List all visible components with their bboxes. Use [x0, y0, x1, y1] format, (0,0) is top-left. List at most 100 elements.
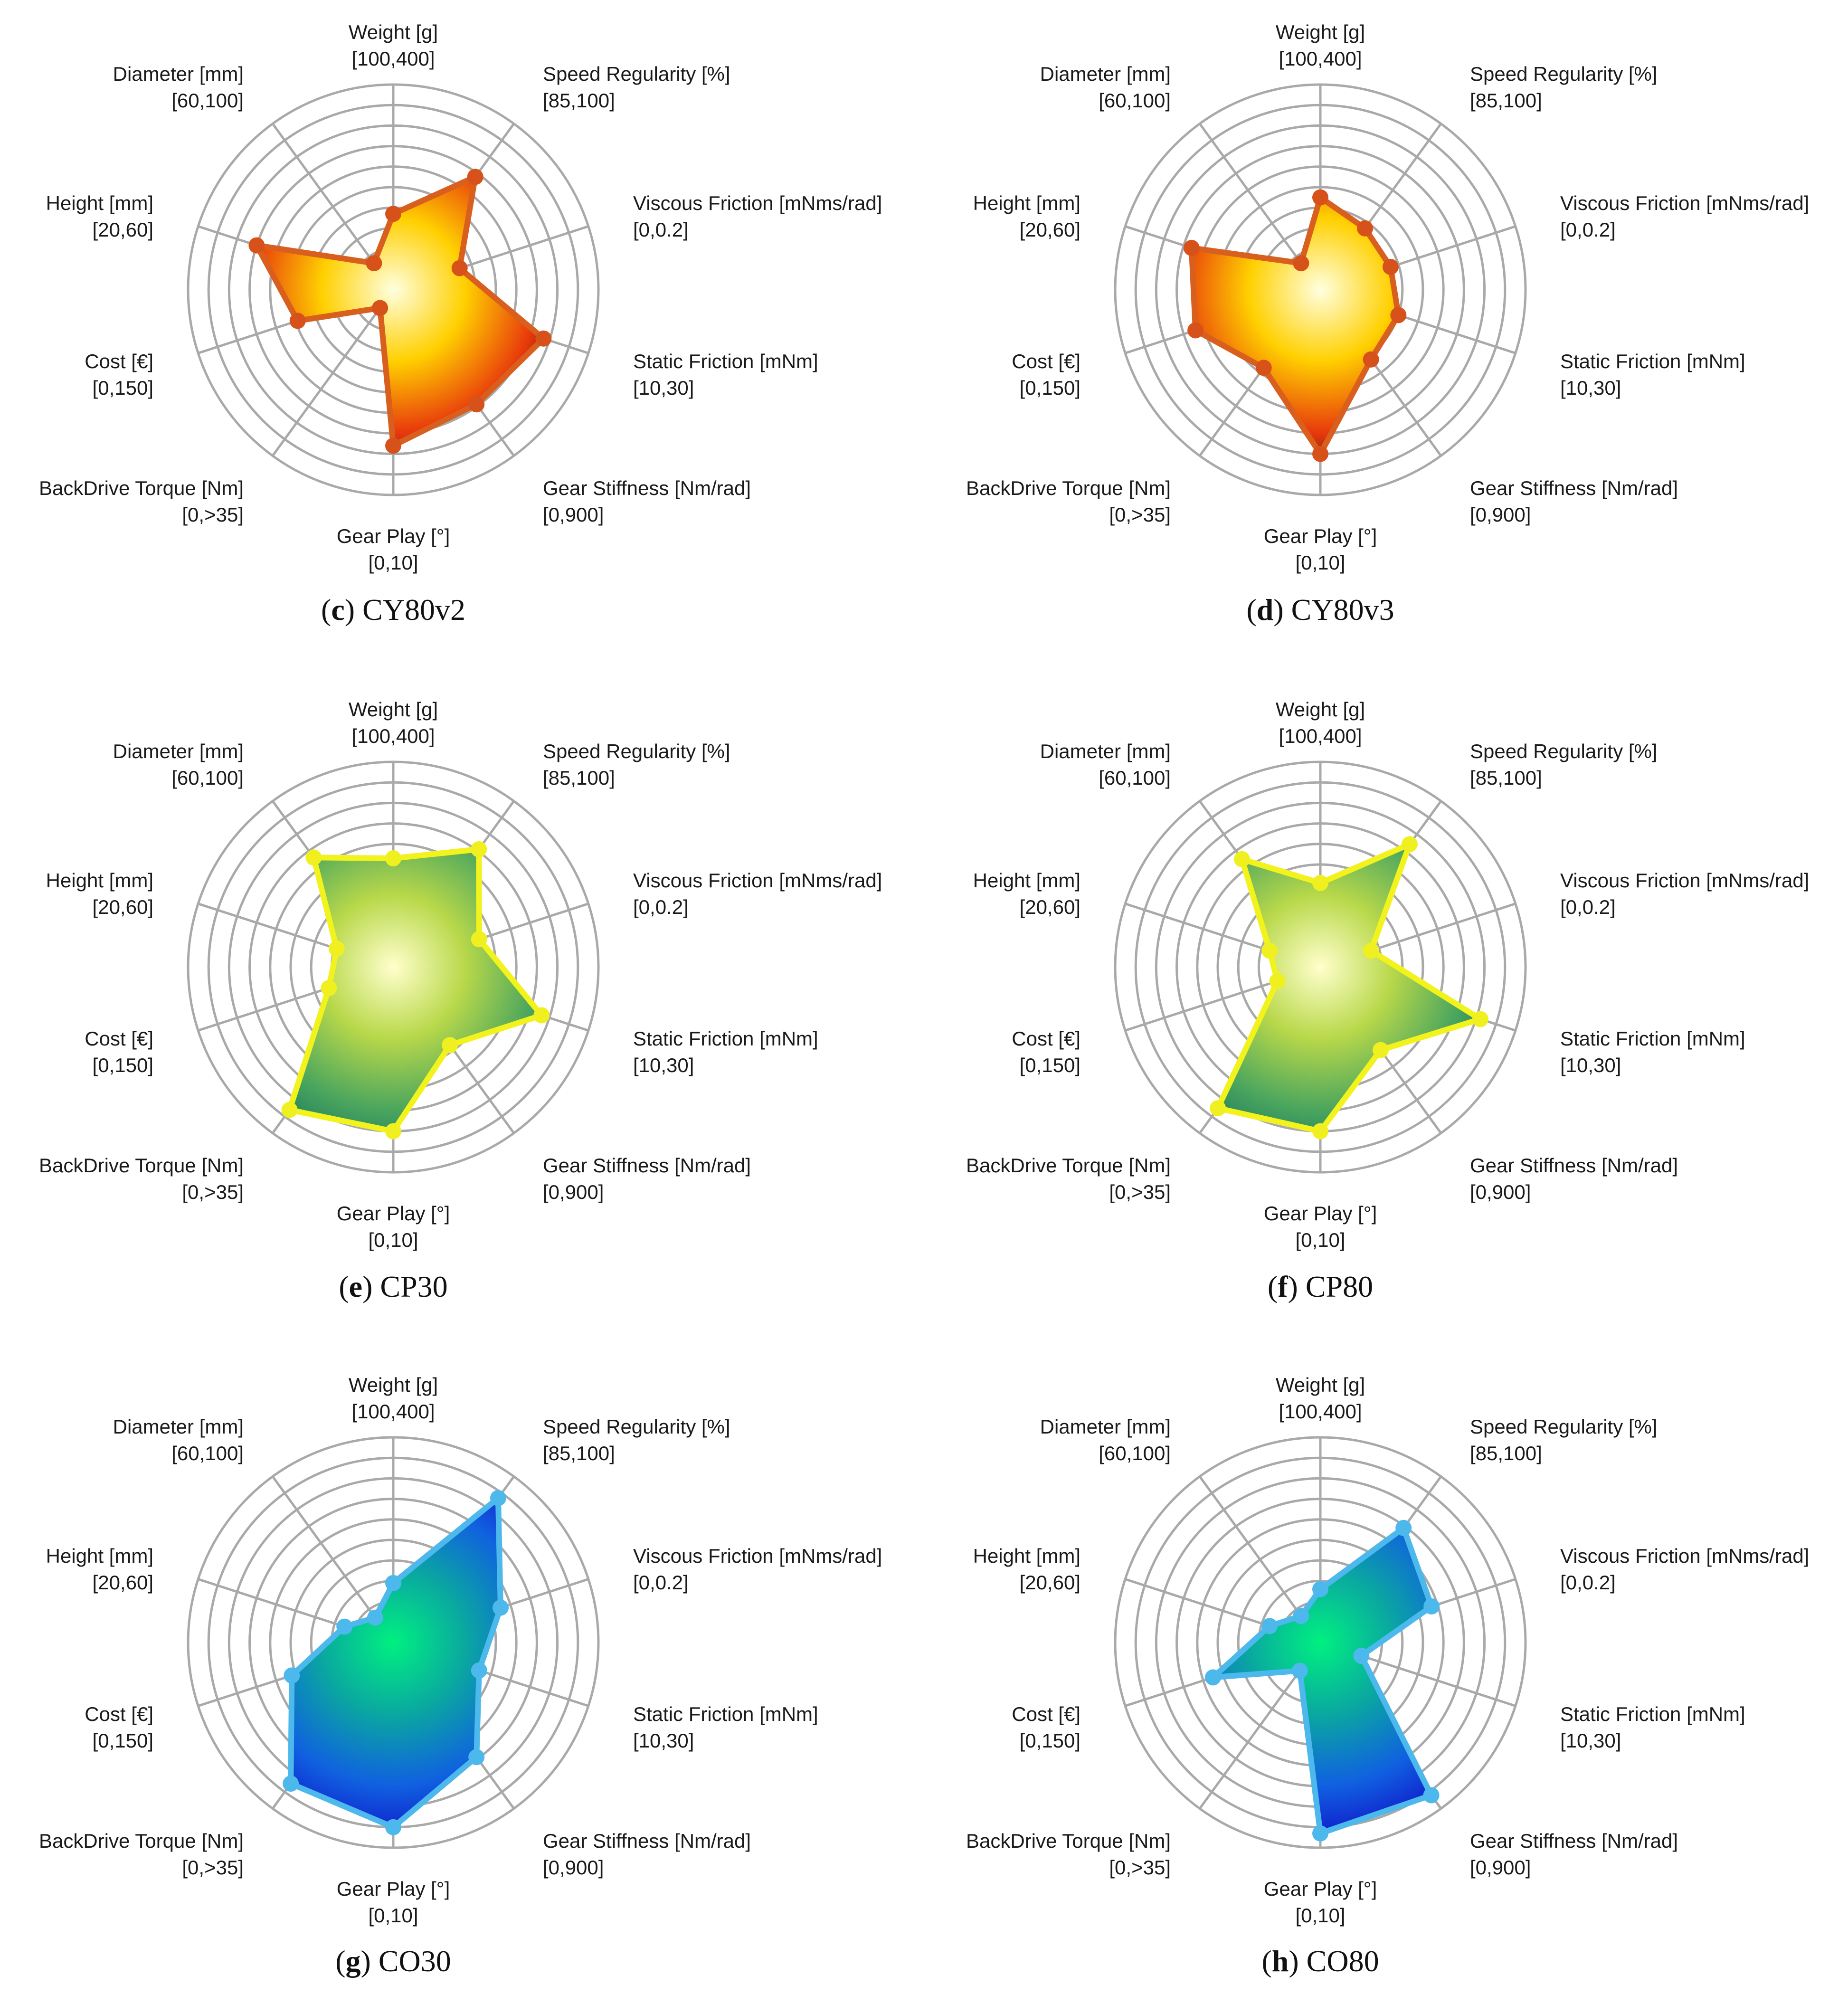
axis-label-range: [85,100] — [543, 767, 615, 789]
axis-label-range: [100,400] — [1279, 725, 1362, 747]
axis-label-range: [0,150] — [93, 1054, 153, 1076]
data-point-6 — [1312, 446, 1328, 462]
radar-chart-c: Weight [g] [100,400] Speed Regularity [%] [… — [39, 21, 882, 627]
axis-label-name: Speed Regularity [%] — [543, 740, 730, 762]
data-point-1 — [1312, 1581, 1328, 1597]
axis-label-range: [10,30] — [633, 377, 694, 399]
axis-label-name: Diameter [mm] — [113, 63, 244, 85]
data-point-5 — [442, 1037, 458, 1054]
data-point-3 — [451, 260, 468, 276]
data-point-7 — [1291, 1662, 1308, 1679]
data-point-6 — [1312, 1123, 1328, 1140]
data-point-9 — [1261, 1618, 1278, 1634]
axis-label-name: Speed Regularity [%] — [1470, 1415, 1658, 1438]
axis-label-name: Viscous Friction [mNms/rad] — [633, 869, 882, 892]
axis-label-name: Cost [€] — [85, 350, 153, 372]
axis-label-name: Viscous Friction [mNms/rad] — [1560, 869, 1809, 892]
axis-label-name: Static Friction [mNm] — [633, 1027, 818, 1050]
axis-label-name: Diameter [mm] — [113, 1415, 244, 1438]
axis-label-range: [0,900] — [543, 503, 604, 526]
axis-label-range: [60,100] — [1099, 767, 1171, 789]
data-point-9 — [1183, 239, 1200, 256]
axis-label-range: [0,150] — [93, 377, 153, 399]
axis-label-name: Viscous Friction [mNms/rad] — [1560, 1545, 1809, 1567]
axis-label-name: Diameter [mm] — [1040, 1415, 1171, 1438]
axis-label-name: Speed Regularity [%] — [543, 63, 730, 85]
axis-label-name: Static Friction [mNm] — [633, 350, 818, 372]
axis-label-range: [60,100] — [171, 89, 244, 112]
axis-label-range: [0,150] — [1020, 1729, 1080, 1752]
data-point-7 — [1255, 360, 1272, 376]
data-point-5 — [1423, 1787, 1440, 1804]
data-point-2 — [490, 1490, 506, 1506]
axis-label-name: Cost [€] — [1012, 350, 1080, 372]
axis-label-name: Viscous Friction [mNms/rad] — [633, 1545, 882, 1567]
axis-label-range: [100,400] — [1279, 1400, 1362, 1423]
data-point-6 — [385, 1123, 401, 1140]
axis-label-range: [100,400] — [351, 725, 435, 747]
spoke-7 — [272, 289, 395, 456]
radar-chart-f: Weight [g] [100,400] Speed Regularity [%] [… — [966, 698, 1809, 1303]
axis-label-name: Gear Stiffness [Nm/rad] — [543, 477, 751, 499]
axis-label-name: BackDrive Torque [Nm] — [966, 477, 1171, 499]
data-point-1 — [1312, 874, 1328, 891]
axis-label-name: Static Friction [mNm] — [1560, 1027, 1745, 1050]
data-point-1 — [385, 206, 401, 222]
axis-label-name: Weight [g] — [1276, 1374, 1365, 1396]
axis-label-range: [10,30] — [1560, 1054, 1621, 1076]
axis-label-name: Cost [€] — [1012, 1703, 1080, 1725]
data-point-8 — [1269, 973, 1286, 989]
axis-label-range: [0,900] — [1470, 1856, 1531, 1879]
data-point-9 — [336, 1618, 353, 1635]
axis-label-range: [0,>35] — [182, 1856, 244, 1879]
axis-label-range: [0,900] — [1470, 503, 1531, 526]
data-point-1 — [385, 850, 401, 866]
axis-label-name: BackDrive Torque [Nm] — [39, 477, 244, 499]
axis-label-name: Weight [g] — [1276, 21, 1365, 43]
data-point-3 — [493, 1599, 509, 1616]
axis-label-range: [0,>35] — [1109, 1181, 1171, 1203]
axis-label-name: Gear Stiffness [Nm/rad] — [1470, 477, 1678, 499]
axis-label-range: [0,0.2] — [1560, 896, 1616, 918]
axis-label-name: Viscous Friction [mNms/rad] — [1560, 192, 1809, 214]
axis-label-name: Static Friction [mNm] — [1560, 350, 1745, 372]
axis-label-name: BackDrive Torque [Nm] — [966, 1154, 1171, 1177]
axis-label-range: [20,60] — [1020, 218, 1080, 241]
axis-label-range: [20,60] — [1020, 1571, 1080, 1594]
axis-label-range: [0,0.2] — [633, 896, 689, 918]
axis-label-name: Gear Stiffness [Nm/rad] — [1470, 1830, 1678, 1852]
axis-label-name: Gear Play [°] — [337, 1878, 450, 1900]
axis-label-range: [100,400] — [351, 47, 435, 70]
axis-label-range: [0,10] — [1295, 1229, 1345, 1251]
axis-label-range: [0,>35] — [182, 503, 244, 526]
data-point-4 — [471, 1662, 487, 1679]
data-polygon — [288, 1495, 503, 1830]
axis-label-range: [85,100] — [1470, 89, 1542, 112]
data-point-9 — [248, 237, 265, 254]
axis-label-name: Gear Play [°] — [1264, 1878, 1377, 1900]
data-point-6 — [1312, 1825, 1328, 1842]
data-point-7 — [283, 1776, 299, 1792]
data-point-10 — [1293, 1608, 1309, 1624]
axis-label-range: [0,0.2] — [633, 1571, 689, 1594]
axis-label-range: [0,0.2] — [1560, 218, 1616, 241]
data-point-5 — [468, 1749, 485, 1766]
data-point-8 — [1205, 1669, 1221, 1686]
axis-label-range: [85,100] — [543, 1442, 615, 1464]
axis-label-name: Height [mm] — [973, 192, 1080, 214]
axis-label-name: Cost [€] — [85, 1703, 153, 1725]
axis-label-range: [10,30] — [633, 1729, 694, 1752]
chart-caption: (e) CP30 — [339, 1270, 447, 1303]
axis-label-range: [0,900] — [1470, 1181, 1531, 1203]
data-point-2 — [1401, 836, 1418, 853]
axis-label-name: Static Friction [mNm] — [633, 1703, 818, 1725]
axis-label-name: Weight [g] — [349, 1374, 438, 1396]
axis-label-name: Gear Play [°] — [1264, 525, 1377, 547]
data-point-5 — [468, 396, 485, 413]
data-point-2 — [1357, 220, 1373, 237]
chart-caption: (d) CY80v3 — [1246, 593, 1394, 627]
axis-label-range: [20,60] — [93, 218, 153, 241]
data-point-8 — [284, 1667, 300, 1684]
axis-label-range: [85,100] — [1470, 1442, 1542, 1464]
axis-label-name: Height [mm] — [46, 192, 153, 214]
